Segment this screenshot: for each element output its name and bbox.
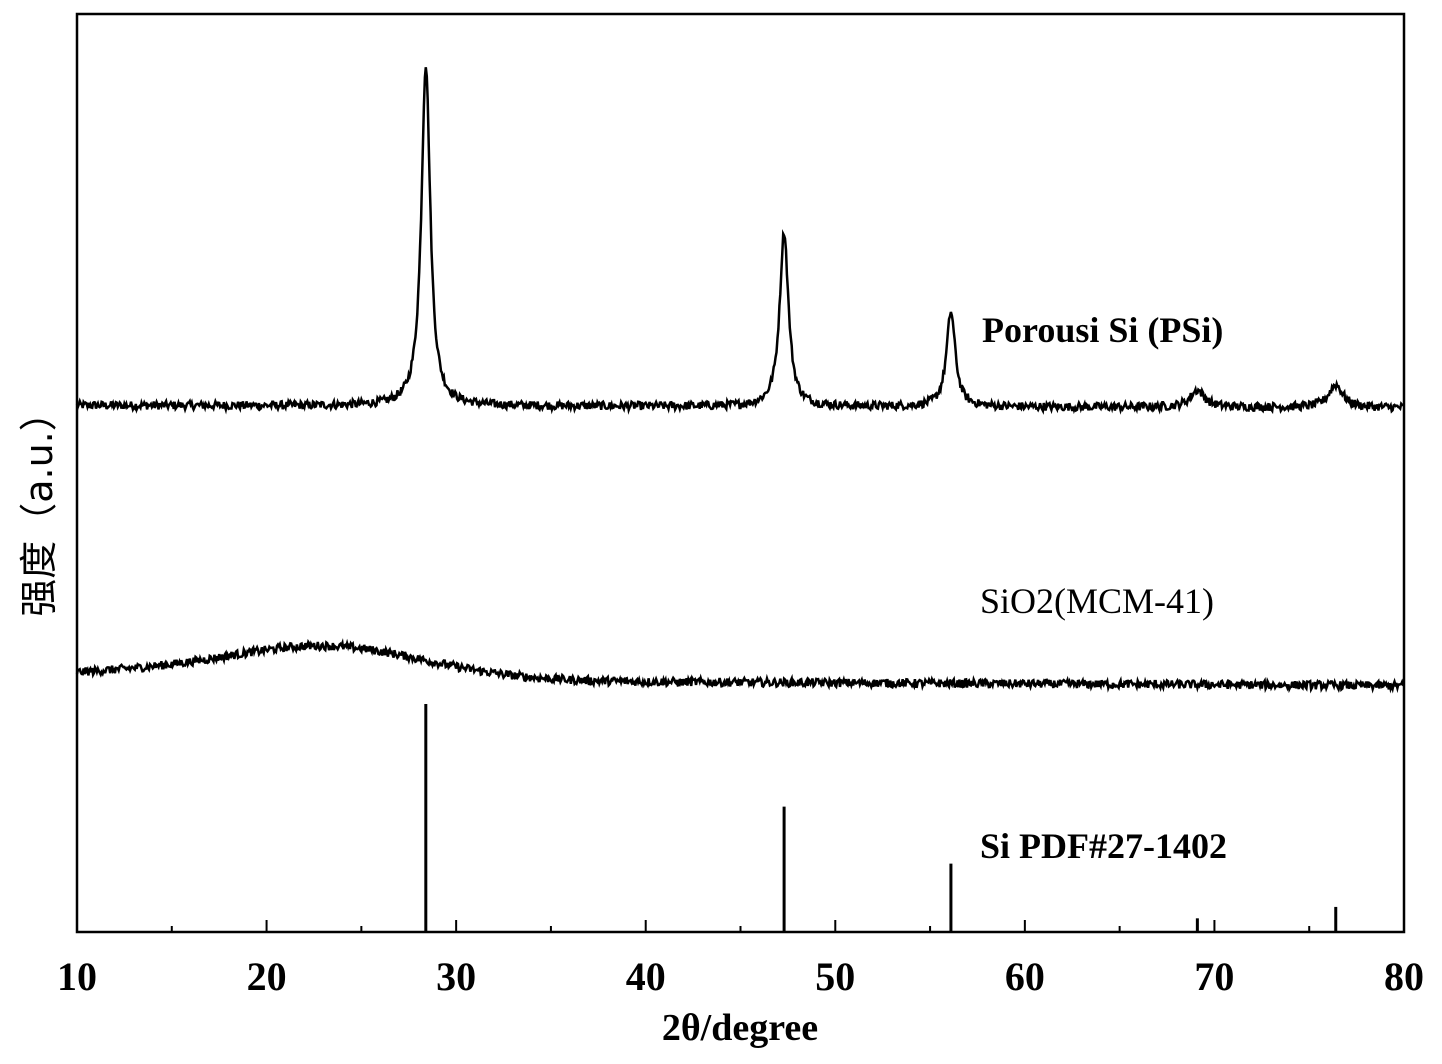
plot-frame (75, 12, 1406, 934)
x-tick-label: 30 (436, 954, 476, 999)
x-tick-label: 80 (1384, 954, 1424, 999)
x-tick-label: 60 (1005, 954, 1045, 999)
series-label-psi: Porousi Si (PSi) (982, 310, 1223, 350)
x-tick-label: 40 (626, 954, 666, 999)
reference-sticks (424, 704, 1338, 932)
series-label-pdf: Si PDF#27-1402 (980, 826, 1227, 866)
x-axis-ticks (76, 920, 1405, 932)
series-line-psi (75, 67, 1404, 415)
x-axis-title: 2θ/degree (662, 1007, 818, 1049)
x-axis-tick-labels: 10 20 30 40 50 60 70 80 (57, 954, 1424, 999)
y-axis-title: 强度（a.u.） (17, 393, 61, 617)
x-tick-label: 20 (247, 954, 287, 999)
series-line-sio2 (75, 638, 1405, 694)
series-label-sio2: SiO2(MCM-41) (980, 581, 1214, 621)
x-tick-label: 50 (815, 954, 855, 999)
x-tick-label: 70 (1194, 954, 1234, 999)
series-layer (75, 67, 1405, 694)
x-tick-label: 10 (57, 954, 97, 999)
